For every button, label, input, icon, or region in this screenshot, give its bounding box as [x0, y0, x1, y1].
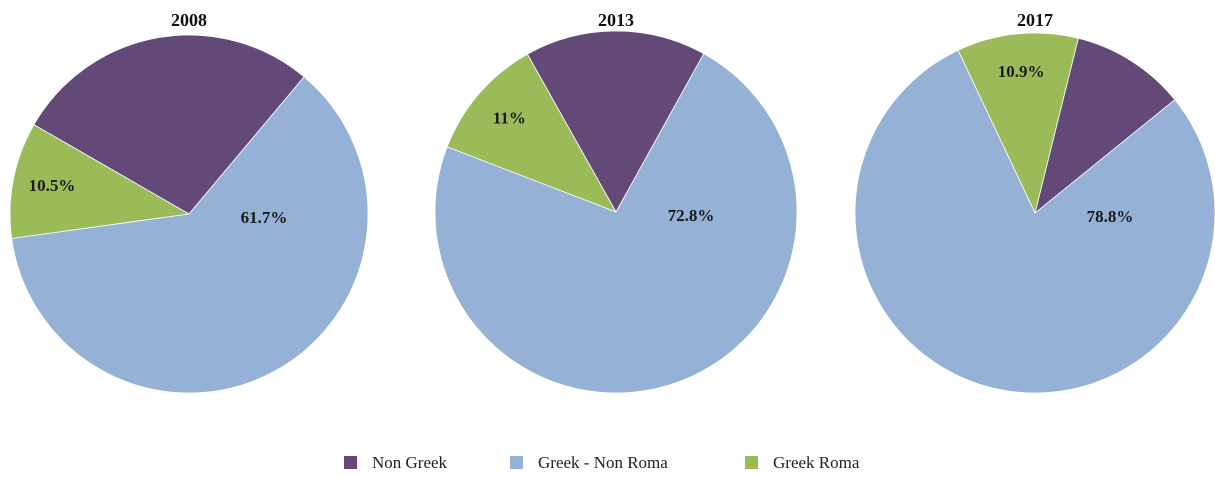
pie-slice-greek-non-roma: [11, 76, 369, 394]
legend-swatch: [344, 456, 357, 469]
data-label-greek-roma: 11%: [493, 109, 526, 128]
pie-slice-greek-roma: [446, 53, 617, 213]
legend-item-greek-non-roma: Greek - Non Roma: [510, 453, 668, 472]
pie-chart-2008: 2008 10.5% 61.7%: [9, 10, 369, 394]
pie-slice-non-greek: [33, 34, 305, 215]
legend-swatch: [510, 456, 523, 469]
data-label-greek-roma: 10.9%: [998, 62, 1045, 81]
legend-label: Greek Roma: [773, 453, 860, 472]
pie-title: 2008: [171, 10, 207, 30]
pie-slice-non-greek: [1034, 37, 1176, 215]
pie-title: 2013: [598, 10, 634, 30]
pie-slice-non-greek: [526, 30, 705, 213]
pie-chart-2013: 2013 11% 72.8%: [434, 10, 798, 394]
data-label-greek-non-roma: 61.7%: [241, 208, 288, 227]
data-label-greek-roma: 10.5%: [29, 176, 76, 195]
legend-swatch: [745, 456, 758, 469]
pie-title: 2017: [1017, 10, 1053, 30]
legend-label: Greek - Non Roma: [538, 453, 668, 472]
legend-item-greek-roma: Greek Roma: [745, 453, 860, 472]
data-label-greek-non-roma: 72.8%: [668, 206, 715, 225]
legend-label: Non Greek: [372, 453, 448, 472]
pie-charts-group: 2008 10.5% 61.7% 2013 11% 72.8% 2017 10.9% 78.8%: [9, 10, 1215, 394]
legend: Non Greek Greek - Non Roma Greek Roma: [344, 453, 860, 472]
pie-slice-greek-roma: [9, 124, 191, 239]
pie-slice-greek-roma: [957, 32, 1079, 215]
pie-chart-2017: 2017 10.9% 78.8%: [854, 10, 1215, 394]
data-label-greek-non-roma: 78.8%: [1087, 207, 1134, 226]
pie-slice-greek-non-roma: [434, 53, 798, 394]
legend-item-non-greek: Non Greek: [344, 453, 448, 472]
